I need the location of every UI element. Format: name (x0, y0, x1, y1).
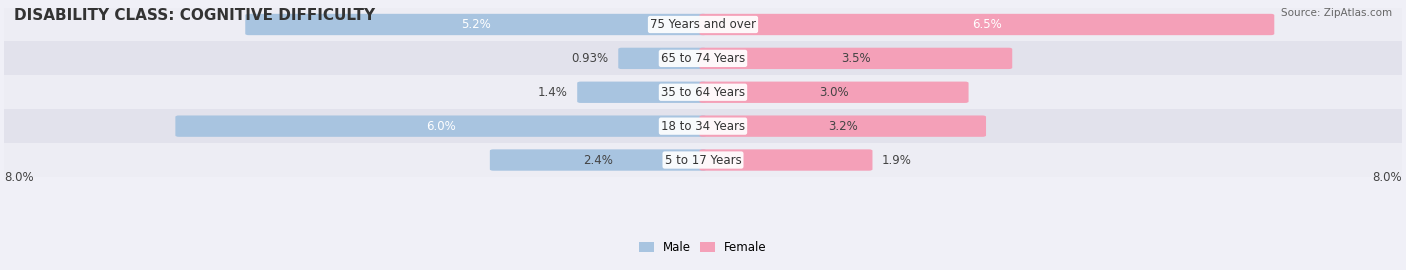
Text: Source: ZipAtlas.com: Source: ZipAtlas.com (1281, 8, 1392, 18)
FancyBboxPatch shape (4, 41, 1402, 75)
FancyBboxPatch shape (578, 82, 706, 103)
FancyBboxPatch shape (4, 8, 1402, 41)
FancyBboxPatch shape (4, 75, 1402, 109)
Text: 2.4%: 2.4% (583, 154, 613, 167)
FancyBboxPatch shape (700, 14, 1274, 35)
Text: DISABILITY CLASS: COGNITIVE DIFFICULTY: DISABILITY CLASS: COGNITIVE DIFFICULTY (14, 8, 375, 23)
FancyBboxPatch shape (700, 48, 1012, 69)
FancyBboxPatch shape (4, 143, 1402, 177)
Text: 5.2%: 5.2% (461, 18, 491, 31)
FancyBboxPatch shape (245, 14, 706, 35)
FancyBboxPatch shape (619, 48, 706, 69)
Text: 65 to 74 Years: 65 to 74 Years (661, 52, 745, 65)
Legend: Male, Female: Male, Female (640, 241, 766, 254)
FancyBboxPatch shape (176, 116, 706, 137)
Text: 0.93%: 0.93% (571, 52, 609, 65)
FancyBboxPatch shape (700, 116, 986, 137)
Text: 3.2%: 3.2% (828, 120, 858, 133)
FancyBboxPatch shape (4, 109, 1402, 143)
Text: 18 to 34 Years: 18 to 34 Years (661, 120, 745, 133)
Text: 8.0%: 8.0% (4, 171, 34, 184)
Text: 8.0%: 8.0% (1372, 171, 1402, 184)
Text: 6.5%: 6.5% (972, 18, 1002, 31)
FancyBboxPatch shape (489, 149, 706, 171)
FancyBboxPatch shape (700, 82, 969, 103)
Text: 1.9%: 1.9% (882, 154, 912, 167)
Text: 5 to 17 Years: 5 to 17 Years (665, 154, 741, 167)
Text: 3.0%: 3.0% (820, 86, 849, 99)
Text: 3.5%: 3.5% (841, 52, 870, 65)
Text: 1.4%: 1.4% (537, 86, 568, 99)
Text: 6.0%: 6.0% (426, 120, 456, 133)
Text: 35 to 64 Years: 35 to 64 Years (661, 86, 745, 99)
FancyBboxPatch shape (700, 149, 873, 171)
Text: 75 Years and over: 75 Years and over (650, 18, 756, 31)
